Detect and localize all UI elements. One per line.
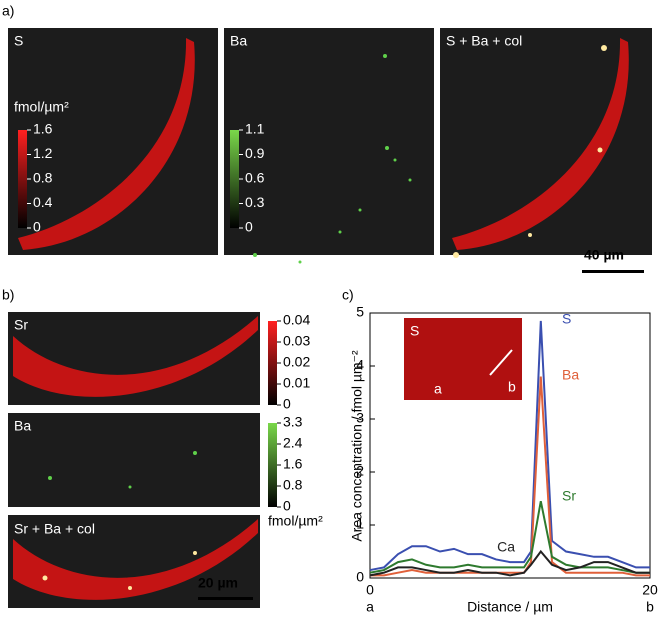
- x-end-label: b: [646, 599, 654, 615]
- image-label: Sr: [14, 317, 28, 333]
- spots: [453, 45, 607, 258]
- colorbar-label: 1.1: [245, 121, 265, 137]
- colorbar: [268, 321, 277, 405]
- panel-label: c): [342, 287, 354, 303]
- colorbar-label: 0.8: [283, 477, 303, 493]
- colorbar: [268, 423, 277, 507]
- y-tick-label: 3: [356, 410, 364, 426]
- panel-b: [8, 312, 260, 608]
- y-tick-label: 1: [356, 516, 364, 532]
- colorbar-label: 0.04: [283, 312, 310, 328]
- spots: [253, 54, 412, 264]
- colorbar-label: 1.6: [283, 456, 303, 472]
- scale-bar-label: 40 µm: [584, 247, 624, 263]
- x-axis-label: Distance / µm: [467, 599, 553, 615]
- colorbar-label: 0.9: [245, 145, 265, 161]
- colorbar-label: 1.6: [33, 121, 53, 137]
- inset-label: S: [410, 323, 419, 339]
- series-label: Ca: [497, 539, 515, 555]
- series-label: S: [562, 311, 571, 327]
- y-tick-label: 4: [356, 357, 364, 373]
- colorbar-label: 0.02: [283, 354, 310, 370]
- panel-label: a): [2, 3, 14, 19]
- colorbar-label: 0: [283, 396, 291, 412]
- series-label: Ba: [562, 367, 579, 383]
- colorbar-label: 0: [33, 219, 41, 235]
- x-tick-label: 20: [642, 582, 658, 598]
- colorbar-label: 0.4: [33, 194, 53, 210]
- spots: [48, 451, 197, 489]
- x-end-label: a: [366, 599, 374, 615]
- colorbar-label: 0: [245, 219, 253, 235]
- scale-bar-label: 20 µm: [198, 575, 238, 591]
- colorbar-label: 0.03: [283, 333, 310, 349]
- colorbar-label: 3.3: [283, 414, 303, 430]
- y-tick-label: 5: [356, 304, 364, 320]
- series-line: [369, 320, 650, 572]
- panel-a: [8, 28, 652, 273]
- colorbar-label: 0.3: [245, 194, 265, 210]
- colorbar: [230, 130, 239, 228]
- series-line: [369, 500, 650, 574]
- colorbar-label: 0.6: [245, 170, 265, 186]
- image: [224, 28, 434, 255]
- plot-frame: [369, 312, 651, 579]
- scale-bar: [582, 270, 644, 273]
- y-tick-label: 2: [356, 463, 364, 479]
- spots: [42, 551, 197, 590]
- colorbar-label: 0.8: [33, 170, 53, 186]
- scale-bar: [198, 597, 253, 600]
- inset-arrow: [489, 349, 513, 376]
- line-chart: S a b Distance / µm Area concentration /…: [349, 318, 553, 615]
- y-tick-label: 0: [356, 569, 364, 585]
- image-label: Ba: [14, 418, 31, 434]
- colorbar: [18, 130, 27, 228]
- image-label: S: [14, 33, 23, 49]
- x-tick-label: 0: [366, 582, 374, 598]
- colorbar-label: 0.01: [283, 375, 310, 391]
- panel-label: b): [2, 287, 14, 303]
- series-line: [369, 549, 650, 577]
- inset-image: [404, 318, 522, 400]
- image: [8, 413, 260, 507]
- inset-label: b: [508, 379, 516, 395]
- series-line: [370, 376, 650, 577]
- inset-label: a: [434, 381, 442, 397]
- colorbar-label: 2.4: [283, 435, 303, 451]
- y-axis-label: Area concentration / fmol µm⁻²: [349, 350, 365, 542]
- unit-label: fmol/µm²: [14, 99, 69, 115]
- colorbar-label: 0: [283, 498, 291, 514]
- series-label: Sr: [562, 488, 576, 504]
- image-label: S + Ba + col: [446, 33, 522, 49]
- image-label: Ba: [230, 33, 247, 49]
- image-label: Sr + Ba + col: [14, 521, 95, 537]
- unit-label: fmol/µm²: [268, 513, 323, 529]
- colorbar-label: 1.2: [33, 145, 53, 161]
